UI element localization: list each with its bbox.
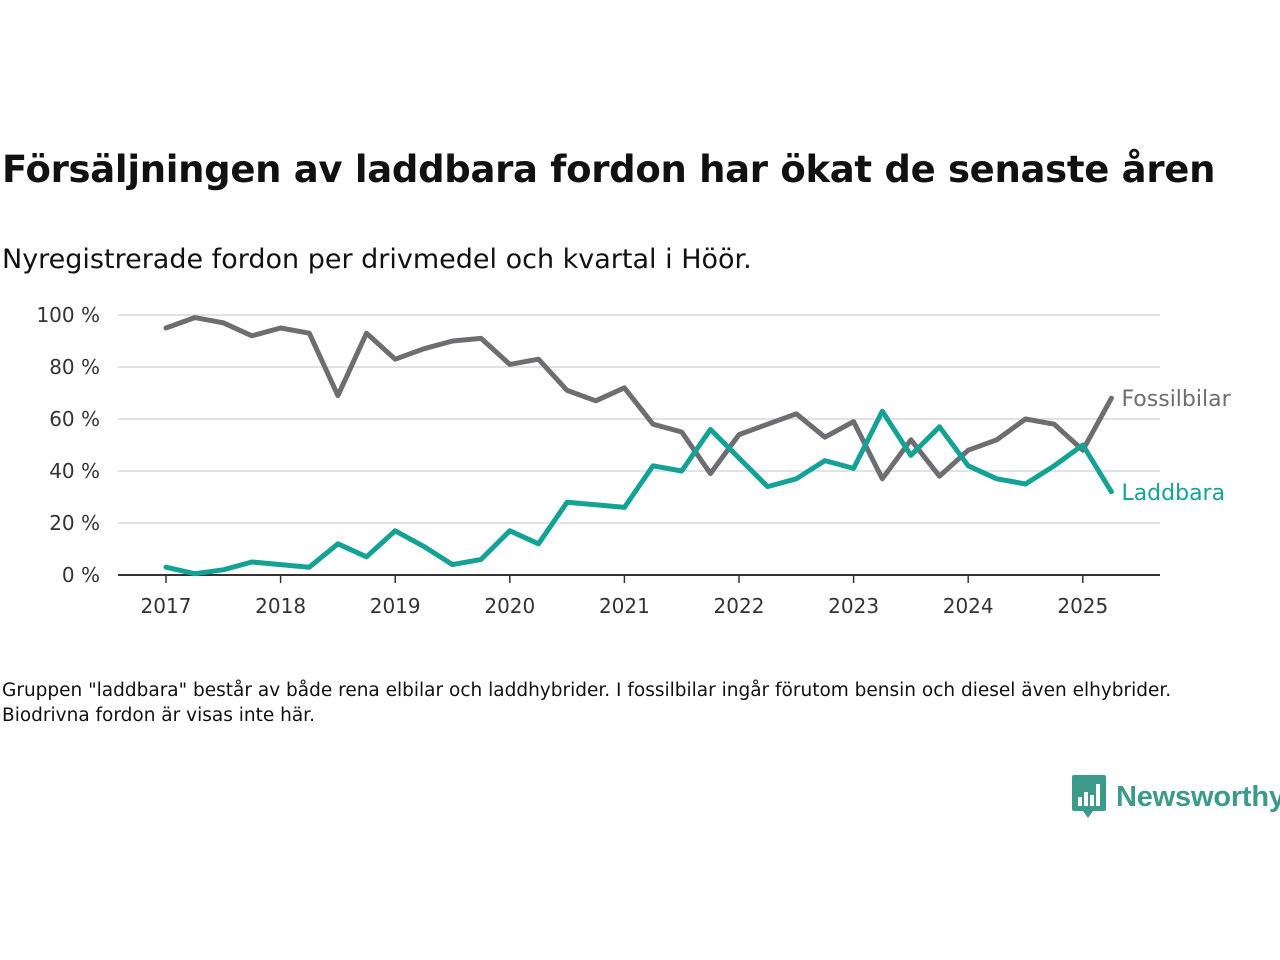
axes: 0 % 20 % 40 % 60 % 80 % 100 % 2017 2018 2019 2020… [36, 303, 1160, 618]
footnote: Gruppen "laddbara" består av både rena e… [2, 680, 1172, 726]
gridlines [118, 314, 1160, 524]
x-tick-label: 2023 [828, 594, 879, 618]
y-tick-label: 80 % [49, 355, 100, 379]
series-label-fossilbilar: Fossilbilar [1121, 387, 1231, 412]
series-line-laddbara [163, 408, 1114, 577]
x-tick-label: 2025 [1057, 594, 1108, 618]
series-line-fossilbilar [163, 315, 1114, 482]
series-label-laddbara: Laddbara [1121, 481, 1225, 506]
x-tick-label: 2020 [484, 594, 535, 618]
y-tick-label: 20 % [49, 511, 100, 535]
line-chart: 0 % 20 % 40 % 60 % 80 % 100 % 2017 2018 2019 2020… [36, 303, 1231, 618]
brand-logo: Newsworthy [1072, 774, 1280, 820]
chart-subtitle: Nyregistrerade fordon per drivmedel och … [2, 244, 752, 275]
bar-chart-speech-bubble-icon [1072, 775, 1106, 818]
y-tick-label: 40 % [49, 459, 100, 483]
x-tick-label: 2024 [943, 594, 994, 618]
x-tick-label: 2021 [599, 594, 650, 618]
series-lines [163, 315, 1114, 577]
x-tick-label: 2017 [141, 594, 192, 618]
series-labels: Fossilbilar Laddbara [1121, 387, 1231, 506]
x-tick-label: 2018 [255, 594, 306, 618]
chart-title: Försäljningen av laddbara fordon har öka… [2, 148, 1216, 191]
y-tick-label: 0 % [62, 563, 100, 587]
brand-name: Newsworthy [1116, 780, 1280, 813]
y-tick-label: 60 % [49, 407, 100, 431]
x-tick-label: 2019 [370, 594, 421, 618]
x-tick-label: 2022 [714, 594, 765, 618]
y-tick-label: 100 % [36, 303, 100, 327]
